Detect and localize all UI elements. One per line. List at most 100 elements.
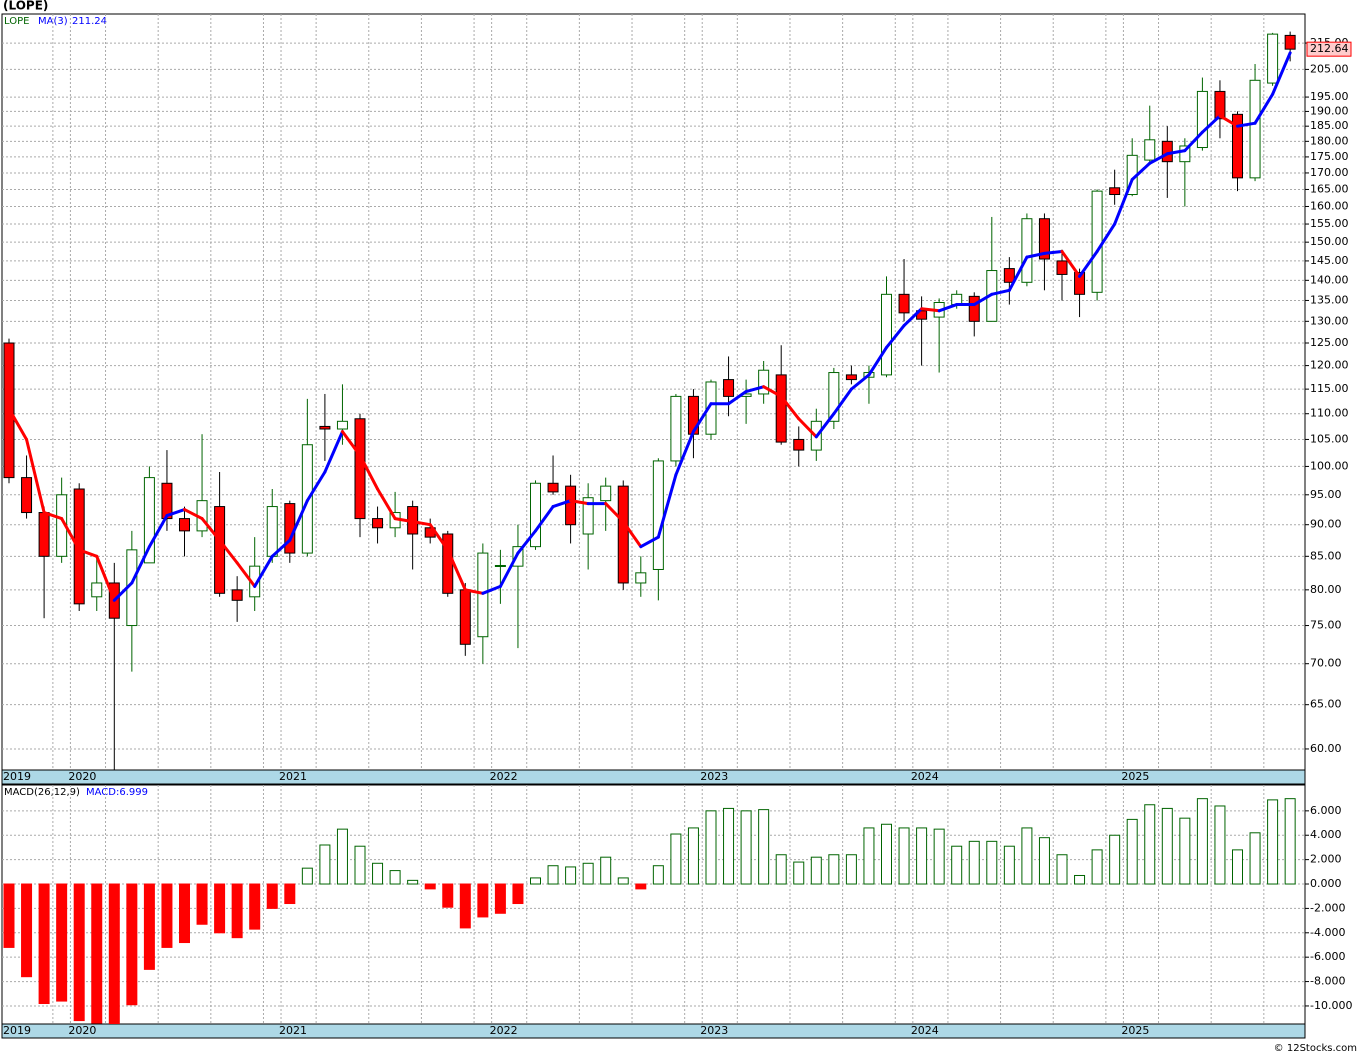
y-tick-label: 65.00 — [1310, 698, 1342, 711]
y-tick-label: 80.00 — [1310, 583, 1342, 596]
ma-segment — [937, 303, 959, 313]
ma-segment — [305, 470, 327, 503]
ma-segment — [1113, 177, 1134, 226]
ma-segment — [200, 517, 222, 542]
ma-segment — [1218, 114, 1239, 128]
candle-body — [617, 485, 629, 584]
y-tick-label: 170.00 — [1310, 166, 1349, 179]
ma-segment — [885, 324, 906, 349]
candle-body — [21, 477, 33, 514]
candle-body — [1232, 113, 1243, 179]
macd-bar — [179, 883, 190, 944]
ma-segment — [446, 548, 467, 592]
x-tick-label: 2024 — [911, 1024, 939, 1037]
x-tick-label: 2025 — [1121, 770, 1149, 783]
y-tick-label: 6.000 — [1310, 804, 1342, 817]
ma-segment — [1165, 149, 1187, 156]
ma-segment — [463, 588, 485, 595]
candle-body — [459, 589, 471, 645]
y-tick-label: 60.00 — [1310, 742, 1342, 755]
y-tick-label: 125.00 — [1310, 336, 1349, 349]
macd-bar — [986, 840, 998, 885]
ma-segment — [832, 387, 853, 416]
candle-body — [1161, 140, 1173, 163]
y-tick-label: 160.00 — [1310, 199, 1349, 212]
macd-bar — [214, 883, 226, 934]
macd-bar — [512, 883, 524, 905]
x-tick-label: 2021 — [279, 1024, 307, 1037]
ma-segment — [42, 511, 64, 521]
candle-body — [968, 295, 980, 322]
x-tick-label: 2024 — [911, 770, 939, 783]
y-tick-label: 4.000 — [1310, 828, 1342, 841]
y-tick-label: 135.00 — [1310, 293, 1349, 306]
y-tick-label: -10.000 — [1310, 999, 1352, 1012]
ma-segment — [797, 417, 818, 439]
ma-segment — [551, 499, 573, 509]
candle-body — [73, 488, 85, 605]
ma-segment — [1148, 152, 1169, 165]
candle-body — [705, 381, 717, 435]
macd-bar — [319, 844, 331, 885]
candle-body — [670, 395, 682, 462]
plot — [3, 798, 1296, 1024]
candle-body — [354, 418, 366, 520]
candle-body — [635, 572, 647, 584]
macd-bar — [266, 883, 278, 909]
y-tick-label: 185.00 — [1310, 119, 1349, 132]
macd-bar — [530, 877, 541, 885]
ma-segment — [7, 407, 29, 441]
ma-segment — [516, 529, 537, 555]
last-price: 212.64 — [1310, 42, 1349, 55]
macd-bar — [828, 854, 840, 885]
ma-segment — [358, 453, 380, 491]
macd-bar — [442, 883, 454, 908]
ma-segment — [1253, 92, 1275, 125]
ma-segment — [691, 402, 713, 434]
macd-bar — [845, 854, 857, 885]
ma-segment — [762, 385, 783, 398]
ma-segment — [95, 554, 116, 602]
macd-bar — [1109, 834, 1121, 885]
candle-body — [723, 379, 735, 397]
ma-segment — [323, 430, 344, 474]
macd-bar — [1161, 807, 1173, 885]
y-tick-label: 105.00 — [1310, 432, 1349, 445]
legend-macd: MACD(26,12,9) — [4, 787, 80, 798]
y-tick-label: -4.000 — [1310, 926, 1345, 939]
candle-body — [1091, 190, 1103, 293]
footer: © 12Stocks.com — [1274, 1043, 1357, 1054]
ma-segment — [656, 473, 678, 539]
candle-body — [652, 460, 664, 570]
candle-body — [881, 293, 892, 376]
candle-body — [582, 497, 594, 535]
macd-bar — [793, 861, 805, 885]
macd-bar — [459, 883, 471, 929]
macd-bar — [687, 827, 699, 885]
macd-bar — [775, 854, 787, 885]
macd-bar — [1249, 832, 1261, 885]
ma-segment — [1060, 249, 1082, 278]
macd-bar — [898, 827, 910, 885]
ma-segment — [972, 292, 994, 307]
macd-bar — [161, 883, 173, 948]
ma-segment — [340, 430, 362, 457]
ma-segment — [147, 514, 169, 549]
macd-bar — [916, 827, 928, 885]
plot — [3, 31, 1296, 770]
candle-body — [828, 372, 840, 422]
ma-segment — [1200, 114, 1222, 134]
candle-body — [1249, 79, 1261, 179]
macd-bar — [670, 833, 682, 885]
x-tick-label: 2023 — [700, 1024, 728, 1037]
y-tick-label: 110.00 — [1310, 407, 1349, 420]
candle-body — [600, 485, 612, 502]
ma-segment — [235, 561, 257, 588]
macd-bar — [1126, 818, 1138, 885]
macd-bar — [1003, 845, 1015, 885]
candle-body — [898, 293, 910, 314]
candle-body — [372, 518, 384, 529]
macd-bar — [723, 807, 735, 885]
candle-body — [775, 374, 787, 443]
ma-segment — [393, 517, 415, 524]
